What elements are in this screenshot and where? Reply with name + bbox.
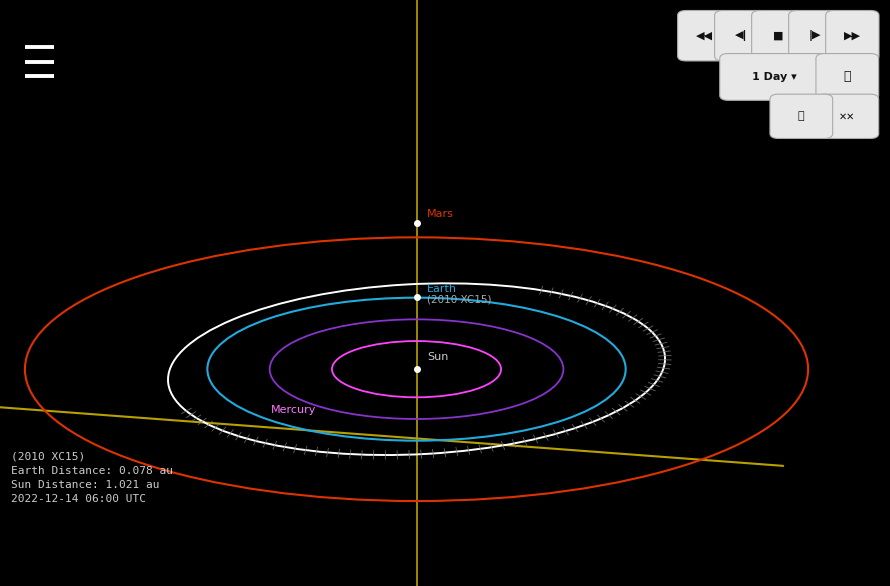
FancyBboxPatch shape xyxy=(770,94,833,138)
FancyBboxPatch shape xyxy=(720,53,829,100)
Text: (2010 XC15)
Earth Distance: 0.078 au
Sun Distance: 1.021 au
2022-12-14 06:00 UTC: (2010 XC15) Earth Distance: 0.078 au Sun… xyxy=(11,452,173,504)
Text: ✕✕: ✕✕ xyxy=(839,111,855,121)
Text: (2010 XC15): (2010 XC15) xyxy=(427,295,491,305)
FancyBboxPatch shape xyxy=(789,11,842,61)
Text: Earth: Earth xyxy=(427,284,457,294)
Text: ⏱: ⏱ xyxy=(844,70,851,83)
Text: Sun: Sun xyxy=(427,352,449,362)
Text: ◀|: ◀| xyxy=(735,30,748,41)
Text: |▶: |▶ xyxy=(809,30,821,41)
Text: Mars: Mars xyxy=(427,209,454,219)
Text: ◀◀: ◀◀ xyxy=(696,30,713,40)
Text: ▶▶: ▶▶ xyxy=(844,30,861,40)
Text: ⧉: ⧉ xyxy=(798,111,805,121)
FancyBboxPatch shape xyxy=(677,11,731,61)
FancyBboxPatch shape xyxy=(715,11,768,61)
Text: 1 Day ▾: 1 Day ▾ xyxy=(752,72,797,82)
Text: ■: ■ xyxy=(773,30,783,40)
FancyBboxPatch shape xyxy=(816,53,878,100)
FancyBboxPatch shape xyxy=(826,11,879,61)
FancyBboxPatch shape xyxy=(816,94,878,138)
FancyBboxPatch shape xyxy=(752,11,805,61)
Text: Mercury: Mercury xyxy=(271,405,316,415)
